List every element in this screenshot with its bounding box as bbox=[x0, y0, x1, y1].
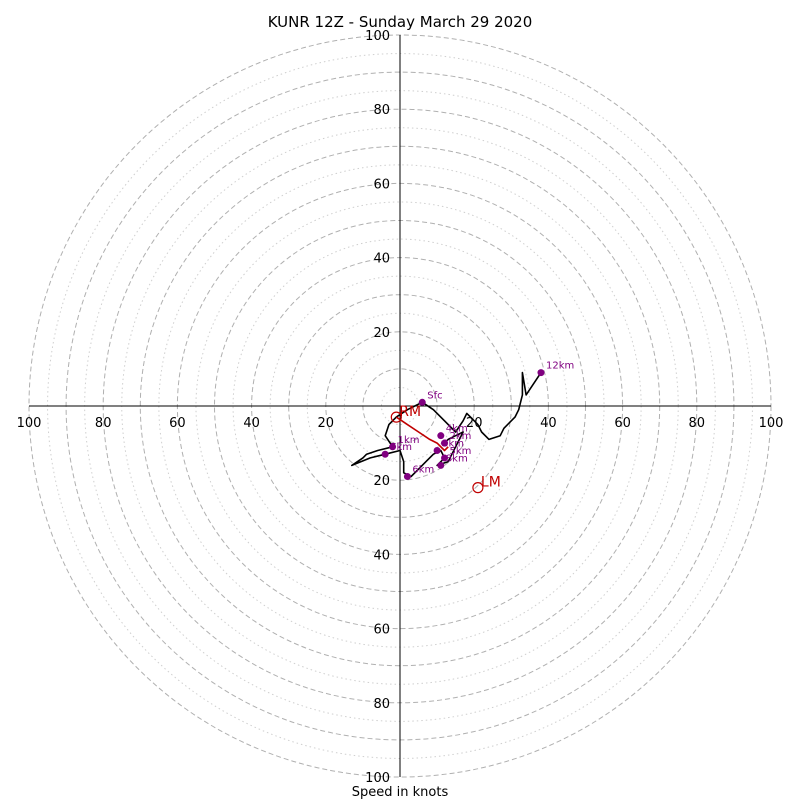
y-tick-label: 20 bbox=[373, 474, 390, 489]
x-tick-label: 100 bbox=[759, 416, 784, 431]
height-marker-label: 6km bbox=[412, 464, 434, 475]
hodograph-line-lower bbox=[350, 401, 464, 478]
y-tick-label: 80 bbox=[373, 697, 390, 712]
height-marker-point bbox=[437, 432, 445, 440]
y-tick-label: 60 bbox=[373, 177, 390, 192]
height-marker-point bbox=[418, 398, 426, 406]
x-axis-label: Speed in knots bbox=[352, 785, 449, 800]
storm-motion-marker bbox=[472, 482, 484, 494]
height-marker-point bbox=[537, 369, 545, 377]
y-tick-label: 20 bbox=[373, 326, 390, 341]
hodograph-line-upper bbox=[421, 371, 542, 441]
height-marker-point bbox=[441, 439, 449, 447]
height-marker-label: 3km bbox=[442, 439, 464, 450]
x-tick-label: 60 bbox=[614, 416, 631, 431]
hodograph-series bbox=[350, 371, 542, 478]
y-tick-label: 40 bbox=[373, 252, 390, 267]
height-marker-point bbox=[437, 461, 445, 469]
height-marker-point bbox=[403, 472, 411, 480]
y-tick-label: 80 bbox=[373, 103, 390, 118]
storm-motions: RM LM bbox=[390, 404, 501, 494]
x-tick-label: 80 bbox=[95, 416, 112, 431]
y-tick-label: 100 bbox=[365, 771, 390, 786]
x-tick-label: 40 bbox=[540, 416, 557, 431]
chart-title: KUNR 12Z - Sunday March 29 2020 bbox=[268, 13, 533, 31]
height-marker-label: 2km bbox=[450, 431, 472, 442]
storm-motion-label: RM bbox=[399, 404, 421, 420]
height-marker-label: 12km bbox=[546, 361, 574, 372]
height-marker-label: 4km bbox=[446, 424, 468, 435]
x-tick-label: 40 bbox=[243, 416, 260, 431]
x-tick-label: 80 bbox=[689, 416, 706, 431]
x-tick-label: 20 bbox=[318, 416, 335, 431]
height-marker-point bbox=[381, 450, 389, 458]
storm-motion-label: LM bbox=[481, 475, 501, 491]
height-marker-label: 5km bbox=[450, 446, 472, 457]
x-tick-label: 100 bbox=[17, 416, 42, 431]
height-marker-point bbox=[433, 447, 441, 455]
height-marker-label: Sfc bbox=[427, 390, 442, 401]
storm-motion-marker bbox=[390, 411, 402, 423]
y-tick-label: 100 bbox=[365, 29, 390, 44]
height-marker-point bbox=[441, 454, 449, 462]
height-marker-point bbox=[389, 443, 397, 451]
x-tick-label: 60 bbox=[169, 416, 186, 431]
shear-vector-line bbox=[395, 416, 449, 452]
height-marker-label: 7km bbox=[390, 442, 412, 453]
y-tick-label: 40 bbox=[373, 548, 390, 563]
height-marker-label: 8km bbox=[446, 453, 468, 464]
height-marker-label: 1km bbox=[398, 435, 420, 446]
y-tick-label: 60 bbox=[373, 623, 390, 638]
tick-labels: 100 80 60 40 20 20 40 60 80 100100806040202040608… bbox=[17, 29, 784, 786]
